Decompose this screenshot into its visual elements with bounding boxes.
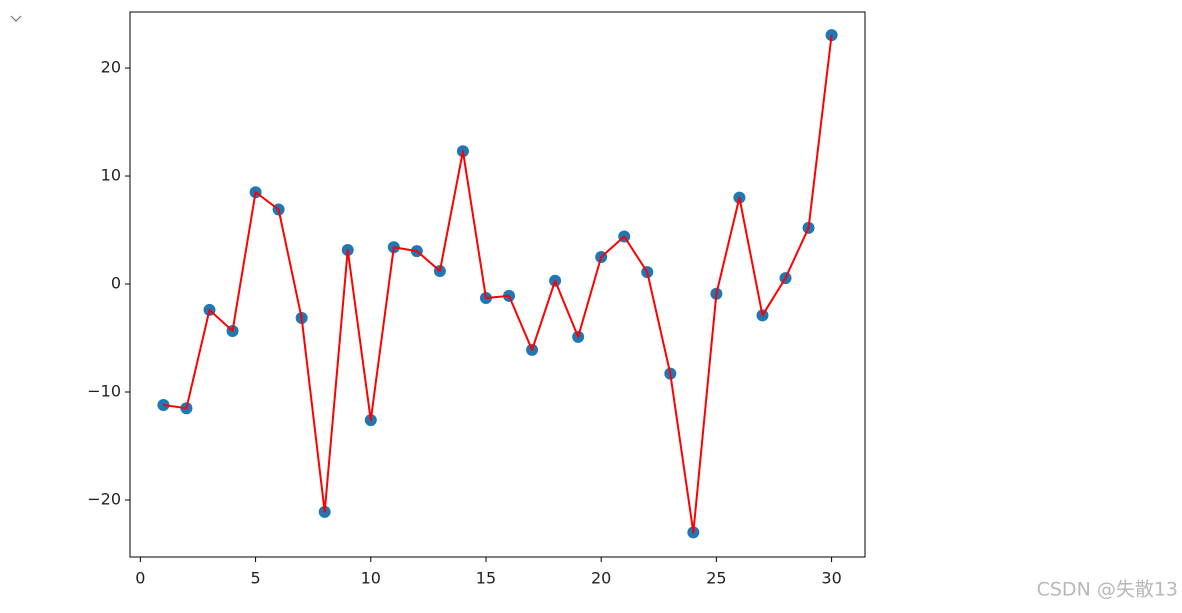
x-tick-label: 0: [135, 569, 145, 588]
y-tick-label: −20: [87, 489, 121, 508]
x-tick-label: 20: [591, 569, 611, 588]
x-tick-label: 25: [706, 569, 726, 588]
x-tick-label: 10: [361, 569, 381, 588]
plot-frame: [129, 11, 866, 558]
y-tick-label: −10: [87, 381, 121, 400]
x-tick-label: 15: [476, 569, 496, 588]
collapse-icon[interactable]: [10, 15, 22, 22]
x-tick-label: 30: [821, 569, 841, 588]
y-tick-label: 10: [101, 166, 121, 185]
line: [163, 34, 833, 534]
x-tick-label: 5: [250, 569, 260, 588]
y-tick-label: 20: [101, 58, 121, 77]
y-tick-label: 0: [111, 274, 121, 293]
watermark: CSDN @失散13: [1037, 579, 1178, 601]
